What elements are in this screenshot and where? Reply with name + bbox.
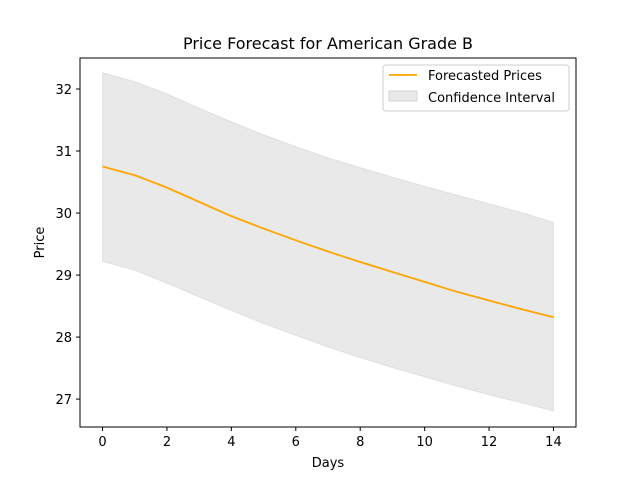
y-tick-label: 32 — [55, 83, 72, 98]
y-axis: 27 28 29 30 31 32 — [55, 83, 80, 408]
y-tick-label: 30 — [55, 207, 72, 222]
y-tick-label: 29 — [55, 269, 72, 284]
x-tick-label: 0 — [98, 435, 106, 450]
x-axis-label: Days — [312, 456, 345, 471]
legend: Forecasted Prices Confidence Interval — [382, 64, 570, 112]
x-tick-label: 2 — [163, 435, 171, 450]
x-axis: 0 2 4 6 8 10 12 14 — [98, 427, 562, 450]
plot-area — [102, 72, 554, 412]
y-tick-label: 27 — [55, 393, 72, 408]
y-tick-label: 31 — [55, 145, 72, 160]
confidence-band — [102, 72, 554, 412]
x-tick-label: 10 — [416, 435, 433, 450]
x-tick-label: 6 — [292, 435, 300, 450]
x-tick-label: 14 — [545, 435, 562, 450]
series-line-0 — [102, 165, 554, 319]
y-tick-label: 28 — [55, 331, 72, 346]
chart-title: Price Forecast for American Grade B — [183, 34, 473, 53]
x-tick-label: 4 — [227, 435, 235, 450]
legend-box — [382, 64, 570, 112]
legend-area-swatch — [388, 90, 418, 102]
legend-label-confidence: Confidence Interval — [428, 91, 555, 106]
y-axis-label: Price — [33, 227, 48, 259]
plot-frame — [79, 57, 577, 428]
x-tick-label: 8 — [356, 435, 364, 450]
x-tick-label: 12 — [481, 435, 498, 450]
legend-label-forecast: Forecasted Prices — [428, 69, 542, 84]
